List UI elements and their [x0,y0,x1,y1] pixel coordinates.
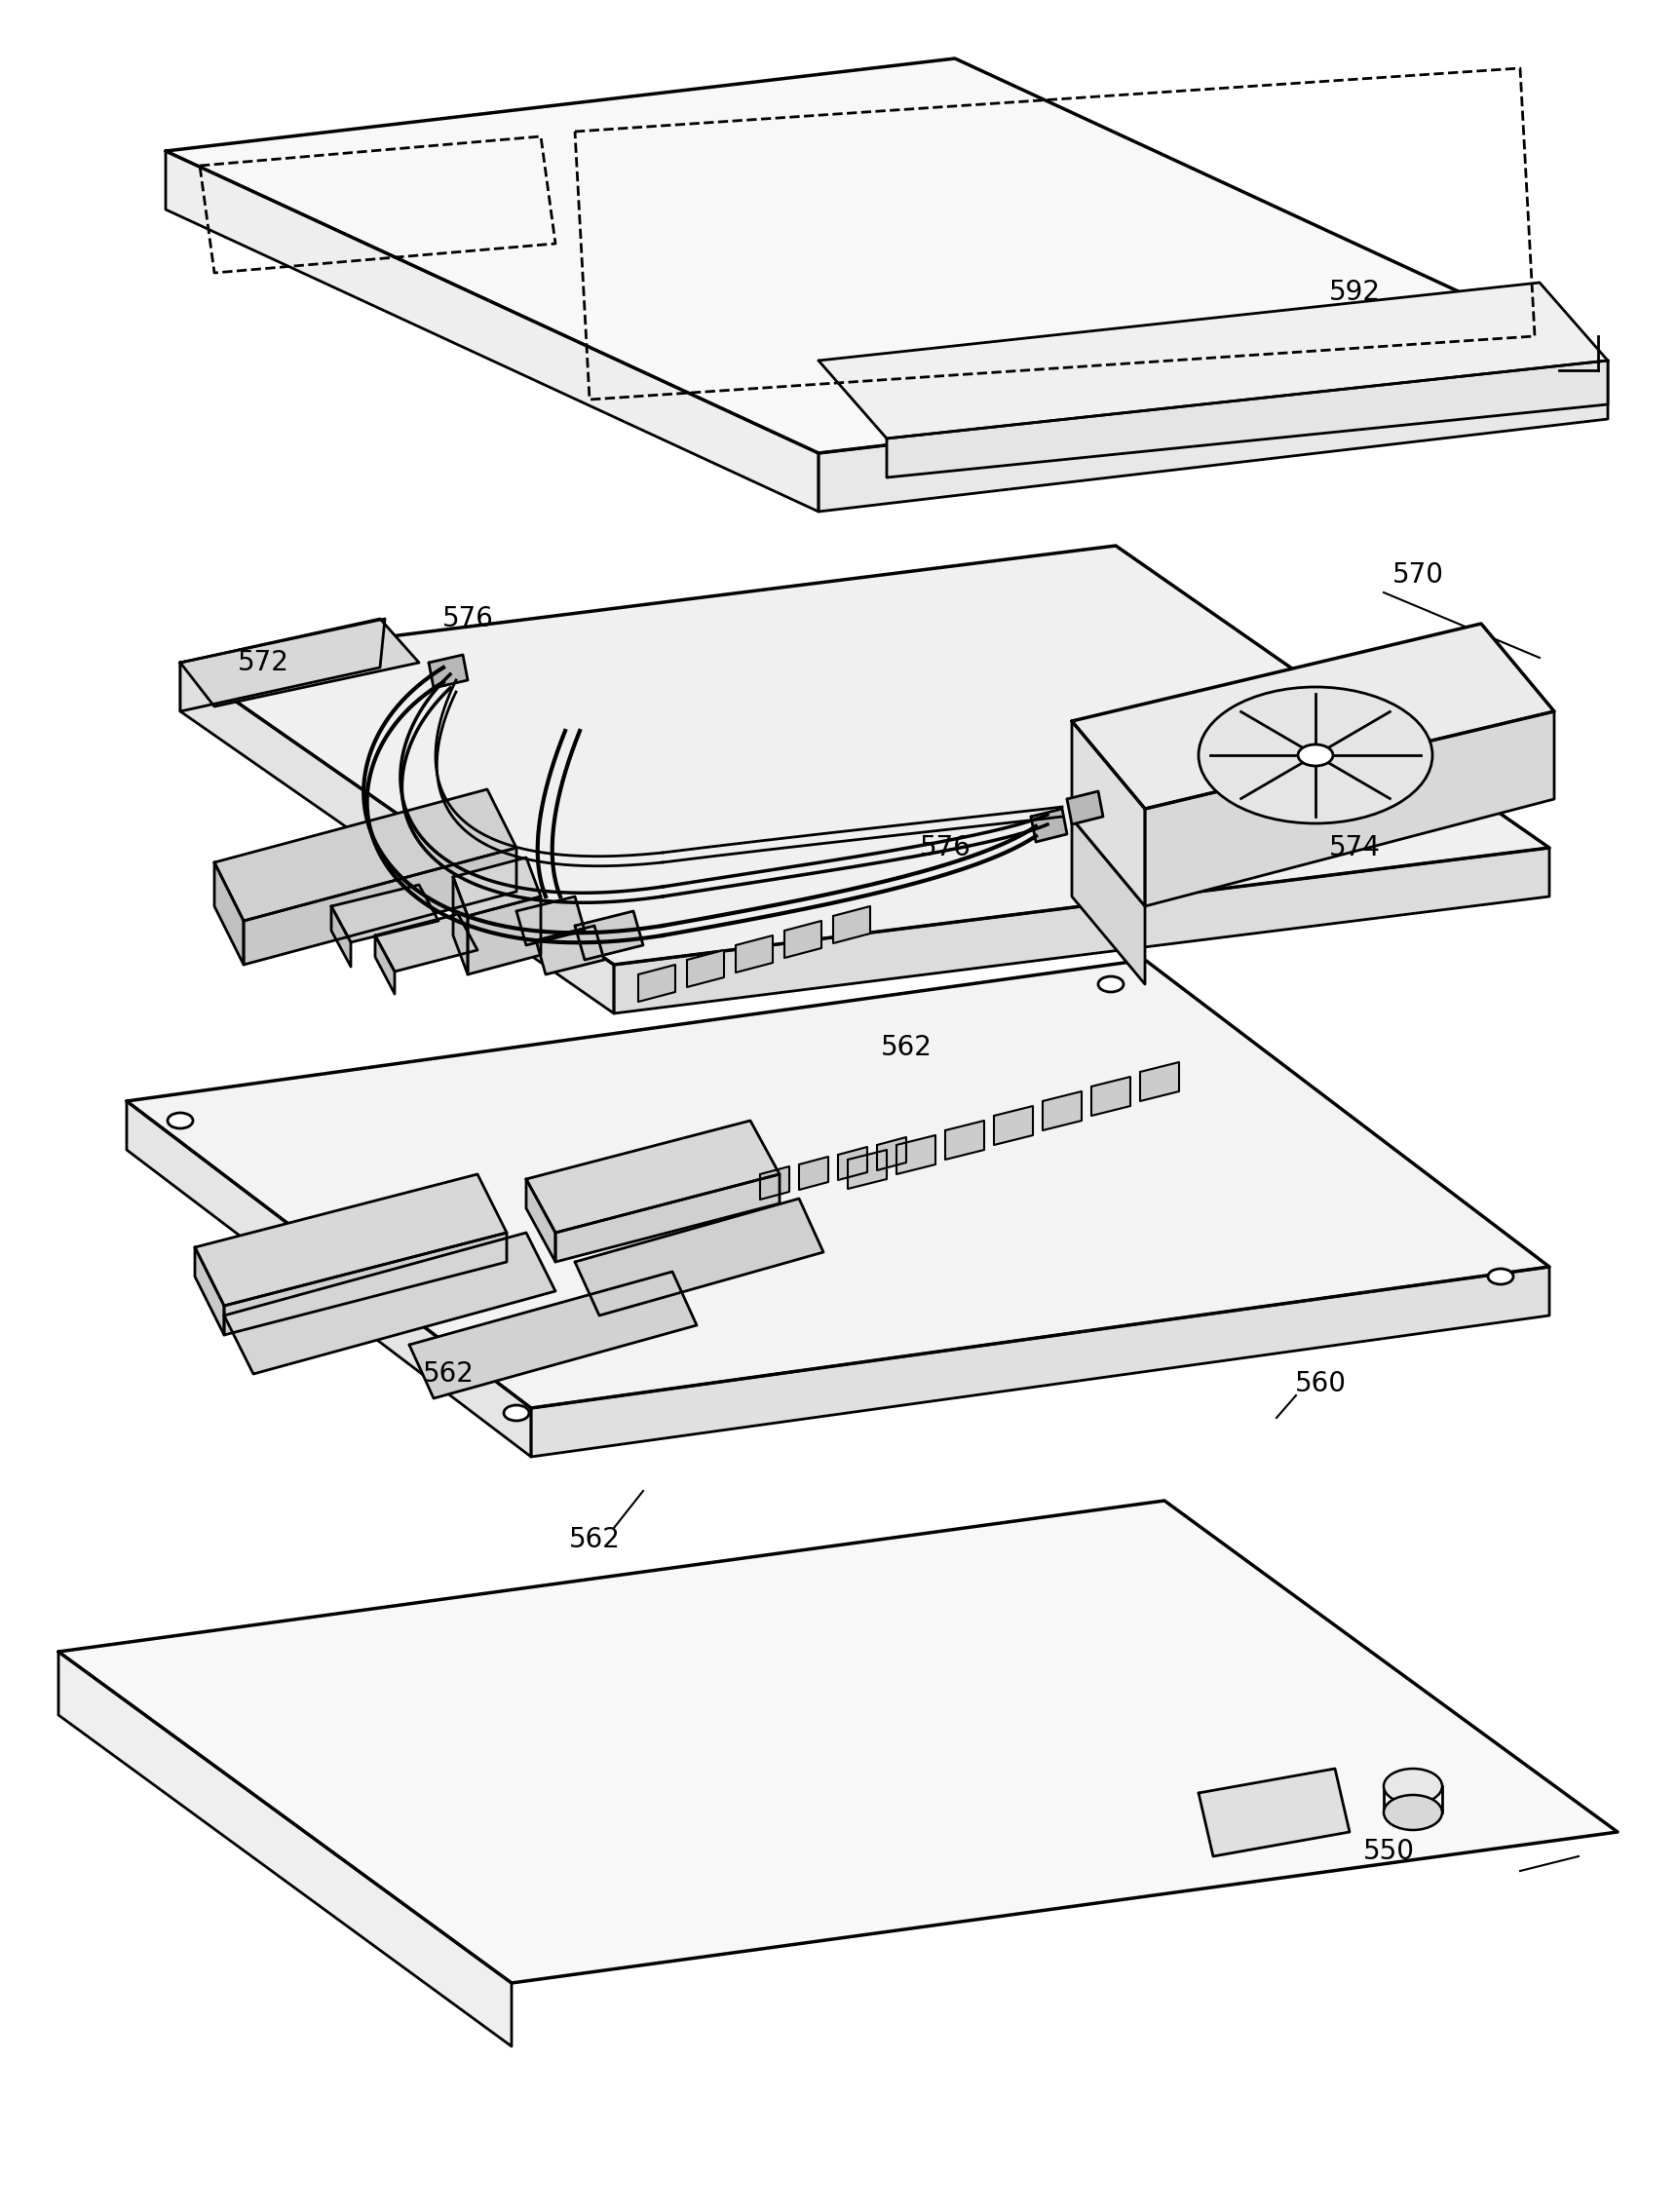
Text: 574: 574 [1328,834,1380,860]
Polygon shape [215,863,243,964]
Polygon shape [1072,818,1145,984]
Polygon shape [1145,712,1555,907]
Polygon shape [1140,1062,1179,1102]
Polygon shape [376,936,394,993]
Ellipse shape [168,1113,193,1128]
Polygon shape [243,847,517,964]
Ellipse shape [503,1405,530,1420]
Text: 576: 576 [443,606,493,633]
Polygon shape [639,964,676,1002]
Polygon shape [833,907,870,942]
Polygon shape [127,960,1550,1409]
Text: 572: 572 [238,648,288,677]
Polygon shape [527,1121,780,1232]
Polygon shape [468,896,540,975]
Ellipse shape [1384,1770,1442,1803]
Polygon shape [736,936,773,973]
Ellipse shape [1487,1270,1513,1285]
Polygon shape [453,876,468,975]
Polygon shape [537,927,604,975]
Polygon shape [127,1102,532,1458]
Polygon shape [179,664,614,1013]
Ellipse shape [1384,1794,1442,1829]
Polygon shape [59,1500,1618,1982]
Text: 562: 562 [880,1033,932,1062]
Polygon shape [785,920,822,958]
Polygon shape [994,1106,1033,1146]
Text: 570: 570 [1392,562,1444,588]
Polygon shape [225,1232,555,1374]
Text: 560: 560 [1295,1369,1347,1398]
Polygon shape [614,847,1550,1013]
Polygon shape [1199,1770,1350,1856]
Polygon shape [838,1148,867,1179]
Polygon shape [179,619,386,712]
Polygon shape [798,1157,828,1190]
Polygon shape [166,150,818,511]
Polygon shape [887,361,1608,478]
Ellipse shape [1098,975,1124,991]
Polygon shape [575,911,642,960]
Polygon shape [332,885,438,942]
Polygon shape [946,1121,984,1159]
Polygon shape [532,1267,1550,1458]
Polygon shape [1067,792,1103,825]
Polygon shape [818,283,1608,438]
Polygon shape [877,1137,906,1170]
Polygon shape [849,1150,887,1188]
Polygon shape [179,619,419,706]
Polygon shape [1043,1091,1082,1130]
Polygon shape [555,1175,780,1261]
Polygon shape [409,1272,696,1398]
Text: 576: 576 [919,834,971,860]
Ellipse shape [1298,745,1333,765]
Polygon shape [517,896,585,945]
Text: 562: 562 [569,1526,620,1553]
Polygon shape [575,1199,823,1316]
Polygon shape [1072,721,1145,907]
Polygon shape [195,1175,506,1305]
Text: 550: 550 [1363,1838,1414,1865]
Polygon shape [376,914,478,971]
Text: 592: 592 [1328,279,1380,305]
Polygon shape [59,1652,511,2046]
Polygon shape [527,1179,555,1261]
Polygon shape [166,58,1608,453]
Polygon shape [215,790,517,920]
Polygon shape [1072,624,1555,810]
Polygon shape [225,1232,506,1336]
Text: 562: 562 [423,1360,475,1387]
Polygon shape [332,907,350,967]
Polygon shape [179,546,1550,964]
Polygon shape [897,1135,936,1175]
Polygon shape [818,361,1608,511]
Polygon shape [195,1248,225,1336]
Polygon shape [1092,1077,1130,1115]
Polygon shape [1031,810,1067,843]
Polygon shape [453,858,540,916]
Ellipse shape [1199,688,1432,823]
Polygon shape [429,655,468,688]
Polygon shape [760,1166,790,1199]
Polygon shape [688,951,724,987]
